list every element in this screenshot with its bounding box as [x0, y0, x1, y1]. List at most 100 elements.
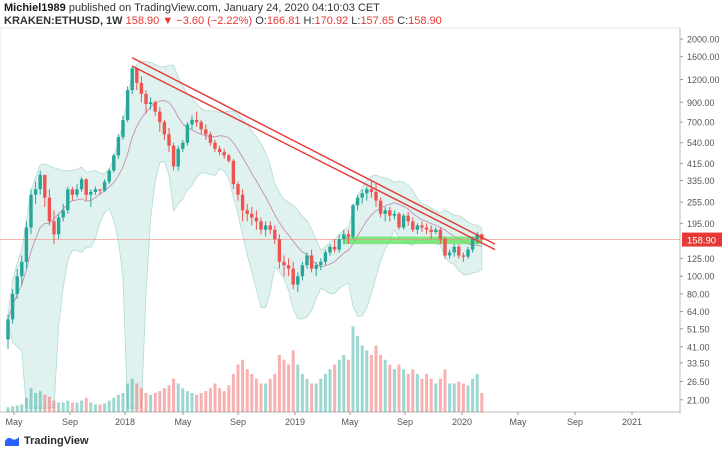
low-value: 157.65: [360, 15, 395, 27]
candle: [254, 210, 259, 230]
candle-body: [369, 189, 374, 192]
candle-body: [66, 189, 70, 211]
candle: [144, 90, 148, 114]
volume-bar: [273, 374, 277, 412]
candle-body: [383, 210, 387, 214]
candle: [56, 213, 61, 240]
volume-bar: [158, 391, 162, 412]
volume-bar: [300, 374, 304, 412]
volume-bar: [231, 374, 235, 412]
trendline: [131, 57, 496, 245]
candle-body: [20, 261, 24, 277]
candle-body: [116, 137, 121, 156]
candle: [374, 184, 378, 207]
candle-body: [351, 205, 355, 237]
y-tick-label: 900.00: [687, 98, 715, 108]
volume-bar: [176, 383, 180, 412]
volume-bar: [70, 402, 74, 412]
volume-bar: [75, 402, 79, 412]
candle-body: [300, 265, 305, 277]
volume-bar: [411, 369, 415, 412]
y-tick-label: 2000.00: [687, 35, 720, 45]
candle-body: [360, 193, 364, 198]
y-tick-label: 1600.00: [687, 52, 720, 62]
candle: [420, 221, 424, 232]
volume-bar: [38, 391, 42, 412]
volume-bar: [443, 369, 447, 412]
author[interactable]: Michiel1989: [4, 2, 66, 14]
candle: [346, 229, 351, 245]
footer: TradingView: [4, 432, 89, 450]
candle: [217, 145, 222, 156]
candle: [29, 189, 33, 235]
candle-body: [273, 229, 277, 240]
candle-body: [56, 217, 61, 235]
candle-body: [84, 179, 88, 195]
candle: [116, 134, 121, 159]
candle: [89, 189, 93, 207]
volume-bar: [181, 388, 185, 412]
candle: [268, 221, 272, 235]
volume-bar: [328, 369, 332, 412]
candle-body: [305, 255, 309, 266]
volume-bar: [282, 359, 286, 412]
candle: [20, 255, 24, 285]
volume-bar: [305, 378, 309, 412]
y-tick-label: 335.00: [687, 176, 715, 186]
volume-bar: [43, 394, 47, 412]
volume-bar: [383, 359, 387, 412]
volume-bar: [356, 336, 360, 412]
candle: [452, 244, 456, 257]
tradingview-logo-icon[interactable]: [4, 435, 20, 447]
candle: [185, 122, 190, 146]
candle-body: [406, 215, 410, 222]
x-tick-label: Sep: [230, 417, 246, 427]
candle-body: [144, 93, 148, 105]
candle-body: [185, 124, 190, 143]
volume-bar: [346, 359, 350, 412]
candle-body: [89, 191, 93, 195]
x-tick-label: May: [5, 417, 23, 427]
volume-bar: [195, 394, 199, 412]
candle-body: [337, 239, 341, 250]
volume-bar: [103, 403, 107, 412]
candle-body: [420, 225, 424, 228]
candle: [245, 203, 249, 222]
support-zone: [343, 236, 482, 245]
x-tick-label: May: [341, 417, 359, 427]
candle-body: [47, 197, 52, 222]
candle-body: [33, 189, 38, 195]
candle-body: [388, 210, 392, 216]
candle: [277, 234, 282, 269]
volume-bar: [420, 378, 424, 412]
candle: [10, 289, 15, 324]
tradingview-brand[interactable]: TradingView: [24, 435, 89, 447]
candle: [148, 97, 153, 110]
candle-body: [457, 246, 461, 256]
volume-bar: [80, 400, 84, 412]
candle-body: [204, 129, 208, 135]
candle-body: [181, 142, 185, 149]
volume-bar: [66, 400, 70, 412]
x-tick-label: May: [174, 417, 192, 427]
candle-body: [263, 225, 268, 230]
volume-bar: [277, 355, 281, 412]
candle: [447, 249, 452, 259]
candle: [351, 203, 355, 240]
candle-body: [148, 102, 153, 105]
x-tick-label: 2018: [115, 417, 135, 427]
candle: [176, 145, 180, 171]
candle: [457, 244, 461, 259]
candle-body: [10, 293, 15, 320]
volume-bar: [254, 378, 258, 412]
volume-bar: [310, 383, 314, 412]
candle-body: [102, 181, 107, 191]
candle: [424, 223, 429, 235]
chart-header: Michiel1989 published on TradingView.com…: [4, 2, 380, 14]
y-tick-label: 80.00: [687, 289, 710, 299]
candle-body: [112, 155, 116, 171]
volume-bar: [333, 364, 337, 412]
candle-body: [443, 239, 447, 256]
x-tick-label: 2021: [622, 417, 642, 427]
